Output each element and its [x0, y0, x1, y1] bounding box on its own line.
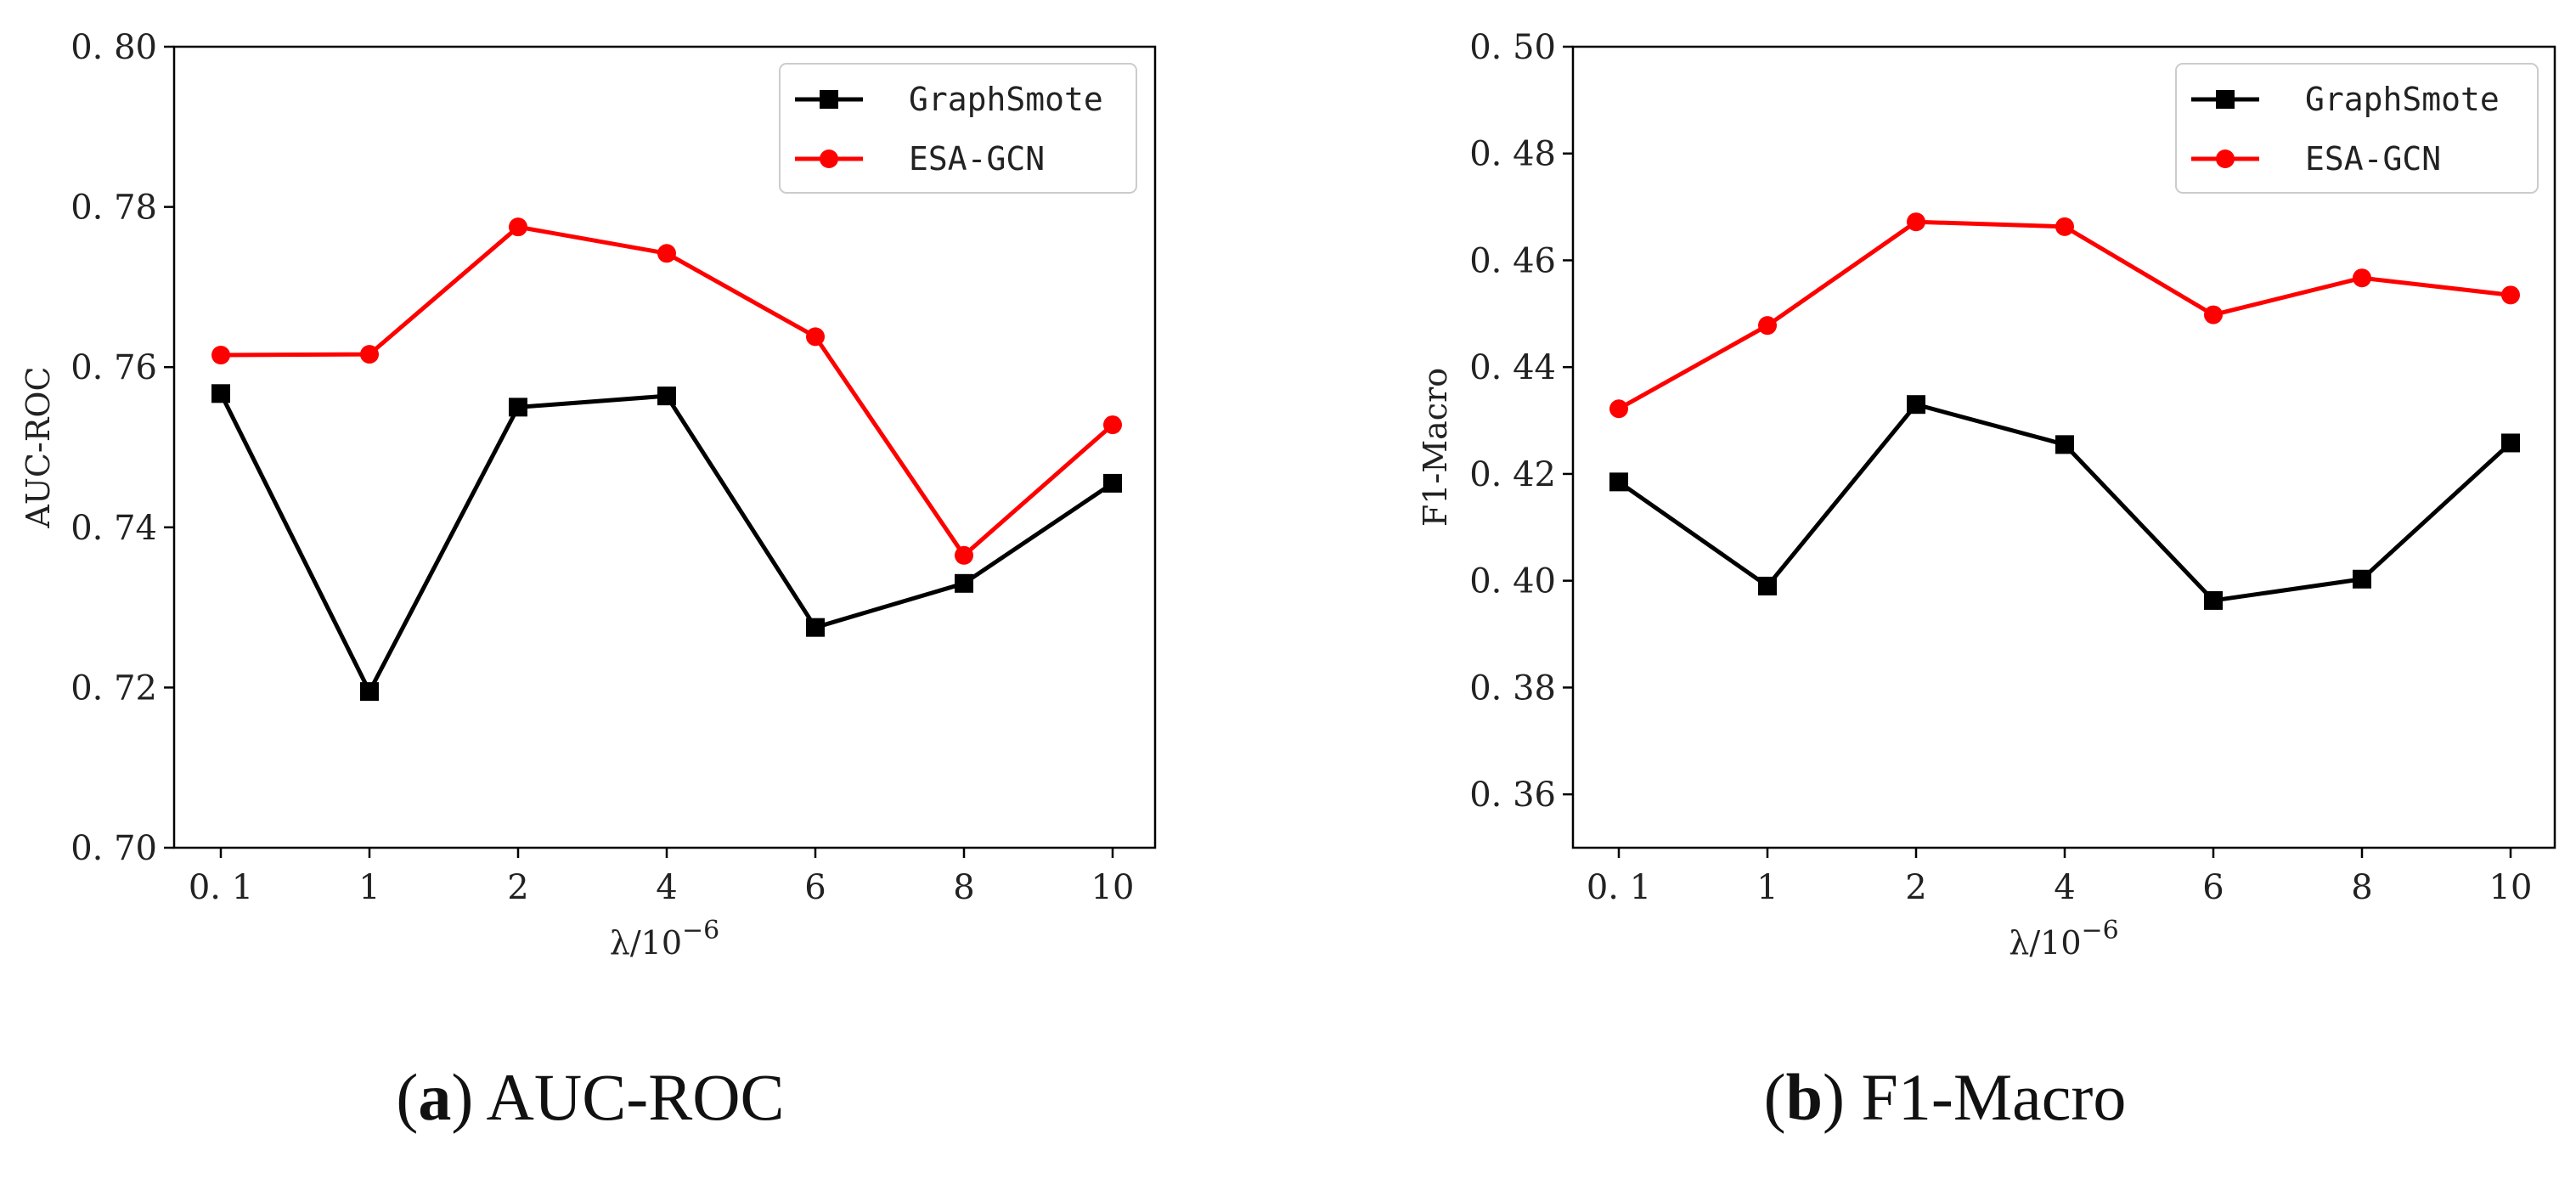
legend-marker [2216, 149, 2235, 168]
legend-label: GraphSmote [909, 81, 1103, 118]
legend-marker [820, 149, 838, 168]
y-tick-label: 0. 72 [70, 668, 157, 708]
legend-box [2175, 63, 2539, 194]
data-point-GraphSmote [360, 682, 379, 702]
chart-auc-roc: 0. 70 0. 72 0. 74 0. 76 0. 78 0. 80 0. 1 1 2 4 6 8 1… [20, 28, 1157, 1134]
plot-frame [172, 45, 1157, 849]
y-tick-label: 0. 36 [1469, 776, 1556, 815]
x-tick-label: 6 [2202, 868, 2224, 907]
data-point-GraphSmote [1609, 472, 1628, 492]
x-tick-label: 4 [656, 868, 677, 907]
y-tick-label: 0. 74 [70, 509, 157, 548]
data-point-ESA-GCN [657, 244, 676, 263]
x-tick-label: 8 [953, 868, 974, 907]
y-tick-label: 0. 76 [70, 348, 157, 387]
data-point-ESA-GCN [2204, 305, 2223, 324]
data-point-ESA-GCN [1609, 399, 1628, 419]
series-line-GraphSmote [1617, 402, 2512, 603]
data-point-GraphSmote [806, 618, 825, 637]
x-tick-label: 1 [358, 868, 380, 907]
data-point-GraphSmote [1907, 395, 1925, 415]
x-tick-label: 2 [1905, 868, 1926, 907]
y-tick-label: 0. 80 [70, 28, 157, 67]
data-point-ESA-GCN [2353, 268, 2371, 288]
data-point-ESA-GCN [1758, 316, 1777, 336]
data-point-ESA-GCN [509, 217, 527, 237]
data-point-ESA-GCN [2501, 285, 2520, 305]
data-point-ESA-GCN [2055, 217, 2074, 236]
data-point-ESA-GCN [360, 345, 379, 364]
figure-caption: (a) AUC-ROC [396, 1060, 784, 1134]
legend-marker [820, 90, 838, 109]
data-point-GraphSmote [2501, 433, 2520, 453]
x-tick-label: 4 [2054, 868, 2075, 907]
data-point-GraphSmote [211, 384, 230, 403]
x-tick-label: 10 [2489, 868, 2533, 907]
x-tick-label: 0. 1 [189, 868, 253, 907]
figure-caption: (b) F1-Macro [1764, 1060, 2127, 1134]
x-tick-label: 2 [507, 868, 528, 907]
x-axis-label: λ/10−6 [610, 916, 719, 962]
data-point-GraphSmote [2204, 590, 2223, 610]
data-point-ESA-GCN [1907, 212, 1925, 232]
y-tick-label: 0. 40 [1469, 562, 1556, 601]
legend-label: ESA-GCN [2305, 140, 2441, 178]
data-point-GraphSmote [2055, 435, 2074, 454]
data-point-GraphSmote [657, 386, 676, 406]
x-tick-label: 1 [1756, 868, 1778, 907]
series-line-ESA-GCN [1617, 219, 2511, 411]
y-tick-label: 0. 42 [1469, 455, 1556, 494]
data-point-ESA-GCN [806, 327, 825, 347]
x-tick-label: 0. 1 [1587, 868, 1651, 907]
data-point-GraphSmote [955, 573, 973, 593]
data-point-ESA-GCN [1103, 415, 1122, 435]
data-point-GraphSmote [509, 398, 527, 417]
y-tick-label: 0. 46 [1469, 241, 1556, 280]
y-tick-label: 0. 78 [70, 189, 157, 228]
data-point-GraphSmote [1758, 576, 1777, 595]
y-tick-label: 0. 44 [1469, 348, 1556, 387]
x-tick-label: 6 [804, 868, 826, 907]
data-point-ESA-GCN [955, 545, 973, 565]
y-tick-label: 0. 50 [1469, 28, 1556, 67]
y-axis-label: F1-Macro [1417, 368, 1454, 527]
legend-label: ESA-GCN [909, 140, 1045, 178]
legend-marker [2216, 90, 2235, 109]
x-axis-label: λ/10−6 [2009, 916, 2118, 962]
data-point-GraphSmote [1103, 473, 1122, 493]
legend-label: GraphSmote [2305, 81, 2500, 118]
y-axis-label: AUC-ROC [20, 366, 57, 528]
x-tick-label: 10 [1091, 868, 1135, 907]
chart-f1-macro: 0. 36 0. 38 0. 40 0. 42 0. 44 0. 46 0. 48 0. 50… [1417, 28, 2556, 1134]
legend-box [779, 63, 1137, 194]
data-point-GraphSmote [2353, 569, 2371, 589]
data-point-ESA-GCN [211, 346, 230, 365]
y-tick-label: 0. 38 [1469, 668, 1556, 708]
x-tick-label: 8 [2351, 868, 2372, 907]
y-tick-label: 0. 70 [70, 829, 157, 868]
y-tick-label: 0. 48 [1469, 135, 1556, 174]
